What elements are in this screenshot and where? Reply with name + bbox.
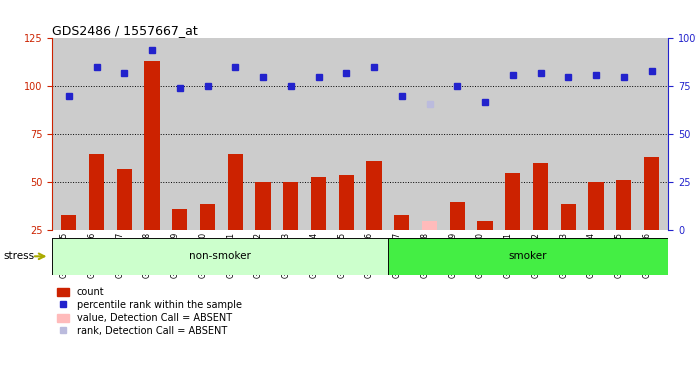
Bar [477,221,493,230]
Bar [505,173,521,230]
Bar [200,204,215,230]
Bar [561,204,576,230]
Legend: count, percentile rank within the sample, value, Detection Call = ABSENT, rank, : count, percentile rank within the sample… [57,287,242,336]
Bar [228,154,243,230]
Bar [366,161,381,230]
Bar [311,177,326,230]
Bar [422,221,437,230]
Bar [52,238,388,275]
Text: stress: stress [3,251,35,262]
Bar [588,182,603,230]
Bar [172,209,187,230]
Bar [145,61,159,230]
Text: GDS2486 / 1557667_at: GDS2486 / 1557667_at [52,24,198,37]
Bar [394,215,409,230]
Bar [533,163,548,230]
Bar [255,182,271,230]
Bar [61,215,77,230]
Bar [450,202,465,230]
Bar [388,238,668,275]
Bar [283,182,299,230]
Bar [117,169,132,230]
Text: smoker: smoker [509,251,548,262]
Bar [644,157,659,230]
Text: non-smoker: non-smoker [189,251,251,262]
Bar [89,154,104,230]
Bar [339,175,354,230]
Bar [616,180,631,230]
